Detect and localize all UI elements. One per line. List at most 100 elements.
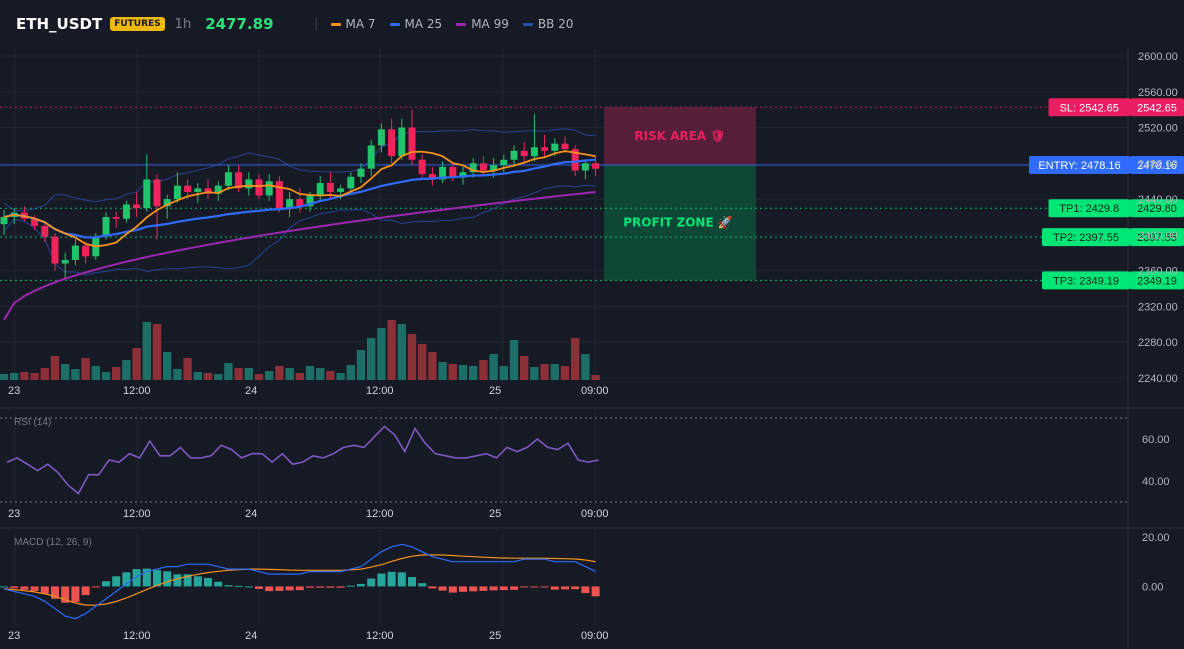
macd-signal-line [3, 554, 596, 606]
candle [163, 199, 171, 207]
profit-zone-label: PROFIT ZONE 🚀 [623, 216, 733, 230]
candle [214, 185, 222, 194]
level-tag-tp1 [1048, 199, 1130, 218]
macd-histogram-bar [132, 569, 141, 587]
price-tick-label: 2560.00 [1138, 87, 1178, 99]
macd-histogram-bar [479, 586, 488, 591]
volume-bar [397, 324, 406, 380]
price-tick-label: 2280.00 [1138, 337, 1178, 349]
volume-bar [91, 366, 100, 380]
candle [245, 179, 253, 189]
macd-histogram-bar [91, 586, 100, 588]
volume-bar [285, 368, 294, 380]
legend-bb20[interactable]: BB 20 [522, 17, 573, 31]
candle [530, 147, 538, 157]
risk-area-zone [604, 107, 756, 165]
candle [581, 163, 589, 171]
candle [469, 163, 477, 173]
price-tag-entry [1130, 155, 1184, 174]
volume-bar [571, 338, 580, 380]
time-tick-label: 12:00 [123, 630, 151, 642]
candle [347, 176, 355, 189]
candle [51, 236, 59, 264]
macd-histogram-bar [234, 585, 243, 587]
time-tick-label: 12:00 [366, 508, 394, 520]
futures-badge: FUTURES [110, 17, 165, 31]
candle [439, 166, 447, 180]
volume-bar [520, 356, 529, 380]
legend-swatch [330, 22, 341, 26]
time-tick-label: 23 [8, 630, 20, 642]
volume-bar [448, 364, 457, 380]
macd-histogram-bar [0, 586, 8, 588]
level-tag-tp3 [1042, 271, 1130, 290]
macd-histogram-bar [448, 586, 457, 593]
volume-bar [234, 368, 243, 380]
volume-bar [71, 369, 80, 380]
candle [82, 245, 90, 257]
macd-histogram-bar [153, 570, 161, 587]
legend-ma99[interactable]: MA 99 [456, 17, 509, 31]
candle [173, 185, 181, 200]
macd-histogram-bar [397, 572, 406, 587]
candle [143, 179, 151, 209]
legend-ma7[interactable]: MA 7 [330, 17, 376, 31]
candle [194, 188, 202, 192]
macd-histogram-bar [428, 586, 437, 589]
macd-histogram-bar [224, 585, 233, 587]
candle [479, 163, 487, 171]
macd-histogram-bar [295, 586, 304, 591]
time-tick-label: 09:00 [581, 508, 609, 520]
volume-bar [581, 354, 590, 380]
time-tick-label: 25 [489, 630, 501, 642]
macd-histogram-bar [285, 586, 294, 591]
macd-histogram-bar [571, 586, 580, 590]
macd-histogram-bar [316, 586, 325, 588]
volume-bar [214, 374, 223, 380]
level-tag-sl [1048, 98, 1130, 117]
last-price: 2477.89 [205, 15, 274, 33]
volume-bar [193, 372, 202, 380]
macd-title: MACD (12, 26, 9) [14, 537, 92, 548]
price-tag-text: 2542.65 [1137, 102, 1177, 114]
symbol-name[interactable]: ETH_USDT [16, 15, 103, 33]
time-tick-label: 23 [8, 508, 20, 520]
macd-histogram-bar [163, 571, 172, 587]
macd-histogram-bar [204, 578, 212, 587]
macd-histogram-bar [265, 586, 274, 592]
timeframe[interactable]: 1h [174, 16, 192, 32]
volume-bar [122, 360, 131, 380]
candle [541, 147, 549, 151]
candle [449, 166, 457, 178]
candle [61, 259, 69, 264]
macd-histogram-bar [438, 586, 447, 591]
macd-histogram-bar [81, 586, 90, 596]
candle [255, 179, 263, 196]
macd-histogram-bar [183, 574, 192, 587]
legend-ma25[interactable]: MA 25 [389, 17, 442, 31]
candle [357, 168, 365, 177]
macd-histogram-bar [112, 576, 121, 587]
level-label-tp1: TP1: 2429.8 [1059, 203, 1119, 215]
header-divider [315, 17, 317, 31]
macd-histogram-bar [142, 568, 151, 587]
candle [153, 179, 161, 207]
candle [561, 143, 569, 150]
price-tag-sl [1130, 98, 1184, 117]
time-tick-label: 24 [245, 385, 257, 397]
time-tick-label: 12:00 [123, 508, 151, 520]
time-tick-label: 09:00 [581, 385, 609, 397]
candle [306, 195, 314, 207]
candle [235, 172, 243, 189]
volume-bar [346, 365, 355, 380]
macd-histogram-bar [387, 571, 396, 587]
rsi-tick-label: 40.00 [1142, 476, 1170, 488]
candle [31, 218, 39, 226]
macd-histogram-bar [489, 586, 498, 591]
bb-lower-band [3, 184, 596, 276]
time-tick-label: 24 [245, 630, 257, 642]
volume-bar [326, 371, 335, 380]
volume-bar [428, 352, 437, 380]
price-tick-label: 2600.00 [1138, 51, 1178, 63]
